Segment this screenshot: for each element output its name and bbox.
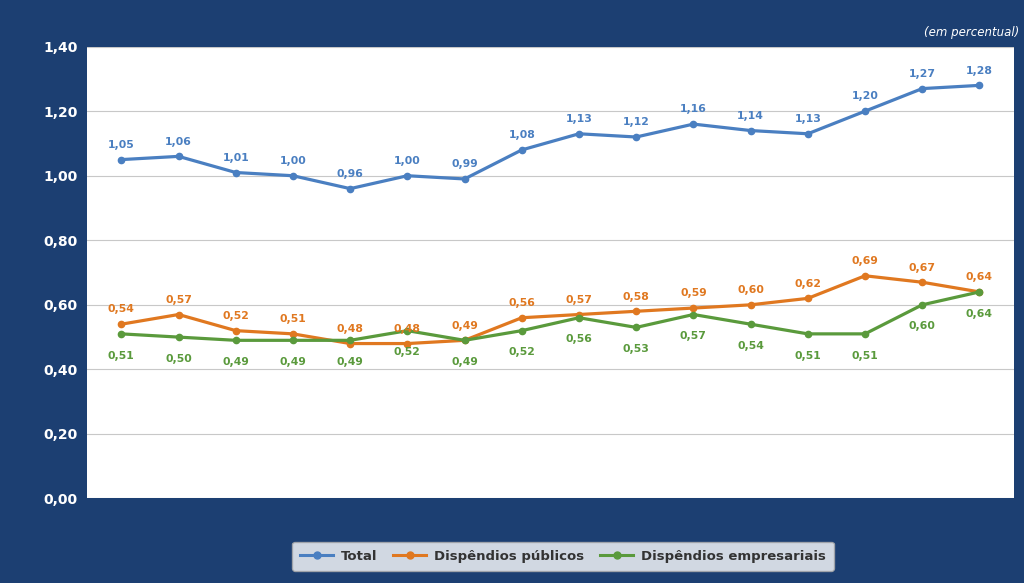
Text: 0,49: 0,49 <box>452 321 478 331</box>
Text: 0,57: 0,57 <box>165 295 193 305</box>
Text: 0,49: 0,49 <box>452 357 478 367</box>
Text: 1,00: 1,00 <box>394 156 421 166</box>
Text: 1,20: 1,20 <box>852 92 879 101</box>
Text: 0,52: 0,52 <box>222 311 249 321</box>
Text: 1,08: 1,08 <box>509 130 536 140</box>
Text: 0,56: 0,56 <box>565 335 593 345</box>
Text: 0,51: 0,51 <box>280 314 306 324</box>
Text: 0,58: 0,58 <box>623 292 649 301</box>
Text: 0,60: 0,60 <box>908 321 936 332</box>
Text: 1,00: 1,00 <box>280 156 306 166</box>
Text: 0,49: 0,49 <box>337 357 364 367</box>
Text: 1,12: 1,12 <box>623 117 649 127</box>
Text: 0,50: 0,50 <box>165 354 191 364</box>
Text: 0,48: 0,48 <box>337 324 364 334</box>
Text: 0,53: 0,53 <box>623 344 649 354</box>
Text: 1,01: 1,01 <box>222 153 249 163</box>
Text: 0,51: 0,51 <box>852 350 879 360</box>
Text: 0,54: 0,54 <box>737 341 764 351</box>
Text: 0,49: 0,49 <box>222 357 249 367</box>
Text: 1,06: 1,06 <box>165 136 193 147</box>
Text: 0,48: 0,48 <box>394 324 421 334</box>
Text: 0,57: 0,57 <box>680 331 707 341</box>
Text: 1,13: 1,13 <box>795 114 821 124</box>
Text: 0,60: 0,60 <box>737 285 764 295</box>
Text: 0,64: 0,64 <box>966 308 993 318</box>
Text: 1,14: 1,14 <box>737 111 764 121</box>
Text: 1,28: 1,28 <box>966 66 993 76</box>
Text: 0,57: 0,57 <box>565 295 593 305</box>
Text: 0,96: 0,96 <box>337 169 364 179</box>
Text: 1,27: 1,27 <box>908 69 936 79</box>
Text: 0,51: 0,51 <box>795 350 821 360</box>
Text: 1,16: 1,16 <box>680 104 707 114</box>
Text: 0,62: 0,62 <box>795 279 821 289</box>
Text: 0,52: 0,52 <box>394 347 421 357</box>
Legend: Total, Dispêndios públicos, Dispêndios empresariais: Total, Dispêndios públicos, Dispêndios e… <box>292 542 835 571</box>
Text: 0,99: 0,99 <box>452 159 478 169</box>
Text: 0,52: 0,52 <box>508 347 536 357</box>
Text: (em percentual): (em percentual) <box>924 26 1019 39</box>
Text: 1,05: 1,05 <box>108 140 135 150</box>
Text: 0,64: 0,64 <box>966 272 993 282</box>
Text: 0,67: 0,67 <box>908 262 936 272</box>
Text: 0,69: 0,69 <box>852 256 879 266</box>
Text: 0,59: 0,59 <box>680 289 707 298</box>
Text: 0,56: 0,56 <box>508 298 536 308</box>
Text: 0,54: 0,54 <box>108 304 135 314</box>
Text: 0,49: 0,49 <box>280 357 306 367</box>
Text: 1,13: 1,13 <box>565 114 593 124</box>
Text: 0,51: 0,51 <box>108 350 135 360</box>
